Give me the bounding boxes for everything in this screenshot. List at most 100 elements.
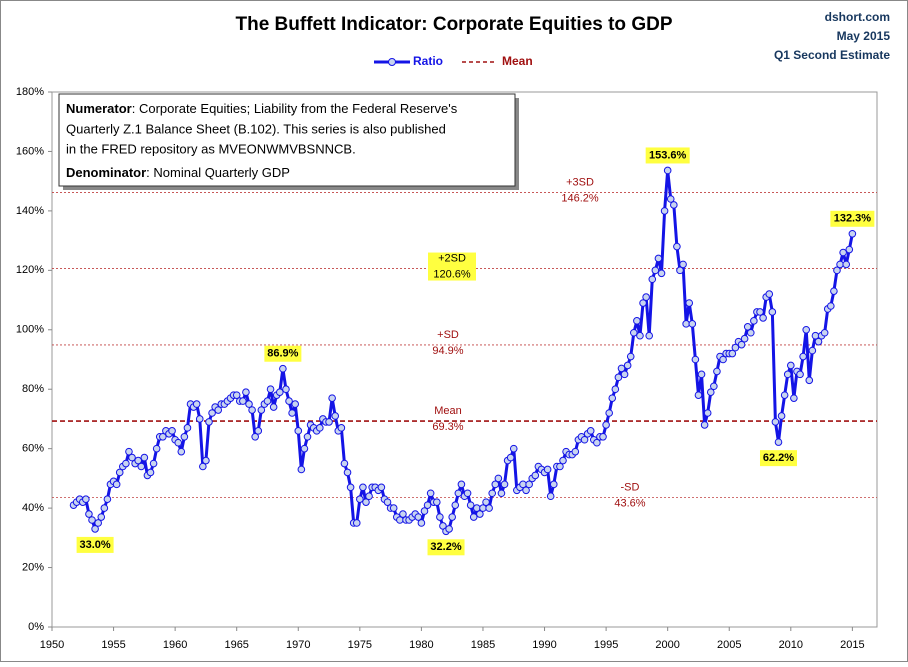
data-point bbox=[808, 346, 817, 355]
y-tick-label: 60% bbox=[22, 443, 44, 455]
data-point bbox=[506, 453, 515, 462]
data-point bbox=[294, 427, 303, 435]
x-tick-label: 2015 bbox=[840, 639, 864, 651]
annotation-highlight bbox=[427, 539, 465, 556]
data-point bbox=[137, 462, 146, 471]
data-point bbox=[275, 388, 284, 396]
annotation-highlight bbox=[759, 450, 797, 467]
x-tick-label: 1960 bbox=[163, 639, 187, 651]
data-point bbox=[288, 409, 296, 417]
data-point bbox=[328, 394, 336, 402]
data-point bbox=[254, 427, 263, 435]
data-point bbox=[845, 245, 854, 254]
data-point bbox=[346, 483, 355, 492]
data-point bbox=[202, 456, 210, 465]
data-point bbox=[651, 266, 660, 275]
data-point bbox=[426, 489, 435, 498]
data-point bbox=[593, 438, 601, 447]
annotation-label: 153.6% bbox=[649, 149, 687, 161]
data-point bbox=[642, 293, 650, 301]
reference-value-label: 43.6% bbox=[614, 497, 645, 509]
note-line: Quarterly Z.1 Balance Sheet (B.102). Thi… bbox=[66, 121, 446, 136]
data-point bbox=[743, 323, 752, 331]
data-point bbox=[494, 474, 503, 483]
data-point bbox=[737, 340, 746, 349]
data-point bbox=[257, 406, 266, 414]
data-point bbox=[168, 427, 176, 435]
data-point bbox=[174, 438, 183, 447]
data-point bbox=[639, 299, 647, 307]
data-point bbox=[485, 504, 493, 512]
data-point bbox=[362, 498, 370, 506]
reference-value-label: 146.2% bbox=[561, 192, 599, 204]
data-point bbox=[159, 432, 167, 441]
data-point bbox=[531, 471, 540, 480]
data-point bbox=[115, 468, 124, 477]
data-point bbox=[688, 320, 697, 328]
data-point bbox=[82, 495, 90, 503]
data-point bbox=[599, 432, 607, 441]
data-point bbox=[746, 328, 755, 337]
data-point bbox=[285, 397, 293, 405]
data-point bbox=[626, 352, 635, 361]
annotation-label: 32.2% bbox=[430, 541, 461, 553]
y-tick-label: 180% bbox=[16, 86, 44, 98]
data-point bbox=[356, 495, 364, 503]
data-point bbox=[790, 394, 798, 402]
data-point bbox=[242, 388, 250, 396]
data-point bbox=[183, 424, 192, 432]
data-point bbox=[389, 504, 398, 512]
data-point bbox=[482, 498, 490, 506]
data-point bbox=[549, 480, 558, 489]
source: May 2015 bbox=[837, 29, 891, 43]
data-point bbox=[509, 444, 518, 453]
x-tick-label: 1985 bbox=[471, 639, 495, 651]
data-point bbox=[700, 421, 709, 429]
annotation-highlight bbox=[830, 210, 875, 227]
data-point bbox=[580, 435, 589, 444]
data-point bbox=[497, 489, 506, 498]
data-point bbox=[765, 290, 774, 298]
note-background bbox=[58, 93, 516, 187]
data-point bbox=[710, 382, 718, 391]
data-point bbox=[192, 400, 201, 408]
data-point bbox=[814, 337, 823, 346]
data-point bbox=[543, 465, 552, 474]
data-point bbox=[297, 465, 306, 474]
data-point bbox=[448, 513, 456, 521]
data-point bbox=[546, 492, 555, 501]
data-point bbox=[476, 510, 484, 518]
data-point bbox=[691, 355, 700, 364]
data-point bbox=[420, 507, 429, 515]
data-point bbox=[122, 459, 130, 468]
data-point bbox=[269, 403, 278, 411]
data-point bbox=[706, 388, 715, 396]
data-point bbox=[488, 489, 497, 498]
data-point bbox=[827, 302, 835, 310]
data-point bbox=[783, 370, 792, 379]
data-point bbox=[645, 331, 654, 340]
data-point bbox=[134, 456, 142, 465]
data-point bbox=[423, 501, 432, 509]
data-point bbox=[602, 421, 610, 429]
data-point bbox=[91, 525, 99, 533]
y-tick-label: 140% bbox=[16, 205, 44, 217]
data-point bbox=[359, 483, 367, 492]
legend-label: Mean bbox=[502, 54, 533, 68]
data-point bbox=[617, 364, 626, 373]
annotation-label: 62.2% bbox=[763, 452, 794, 464]
data-point bbox=[633, 317, 641, 325]
data-point bbox=[103, 495, 112, 503]
data-point bbox=[630, 328, 638, 337]
data-point bbox=[771, 418, 780, 426]
data-point bbox=[177, 447, 186, 456]
data-point bbox=[673, 242, 681, 251]
data-point bbox=[251, 432, 259, 441]
x-tick-label: 1980 bbox=[409, 639, 433, 651]
data-point bbox=[780, 391, 789, 399]
data-point bbox=[205, 418, 213, 426]
data-point bbox=[291, 400, 299, 408]
data-point bbox=[777, 412, 786, 420]
data-point bbox=[685, 299, 694, 307]
data-point bbox=[152, 444, 161, 453]
